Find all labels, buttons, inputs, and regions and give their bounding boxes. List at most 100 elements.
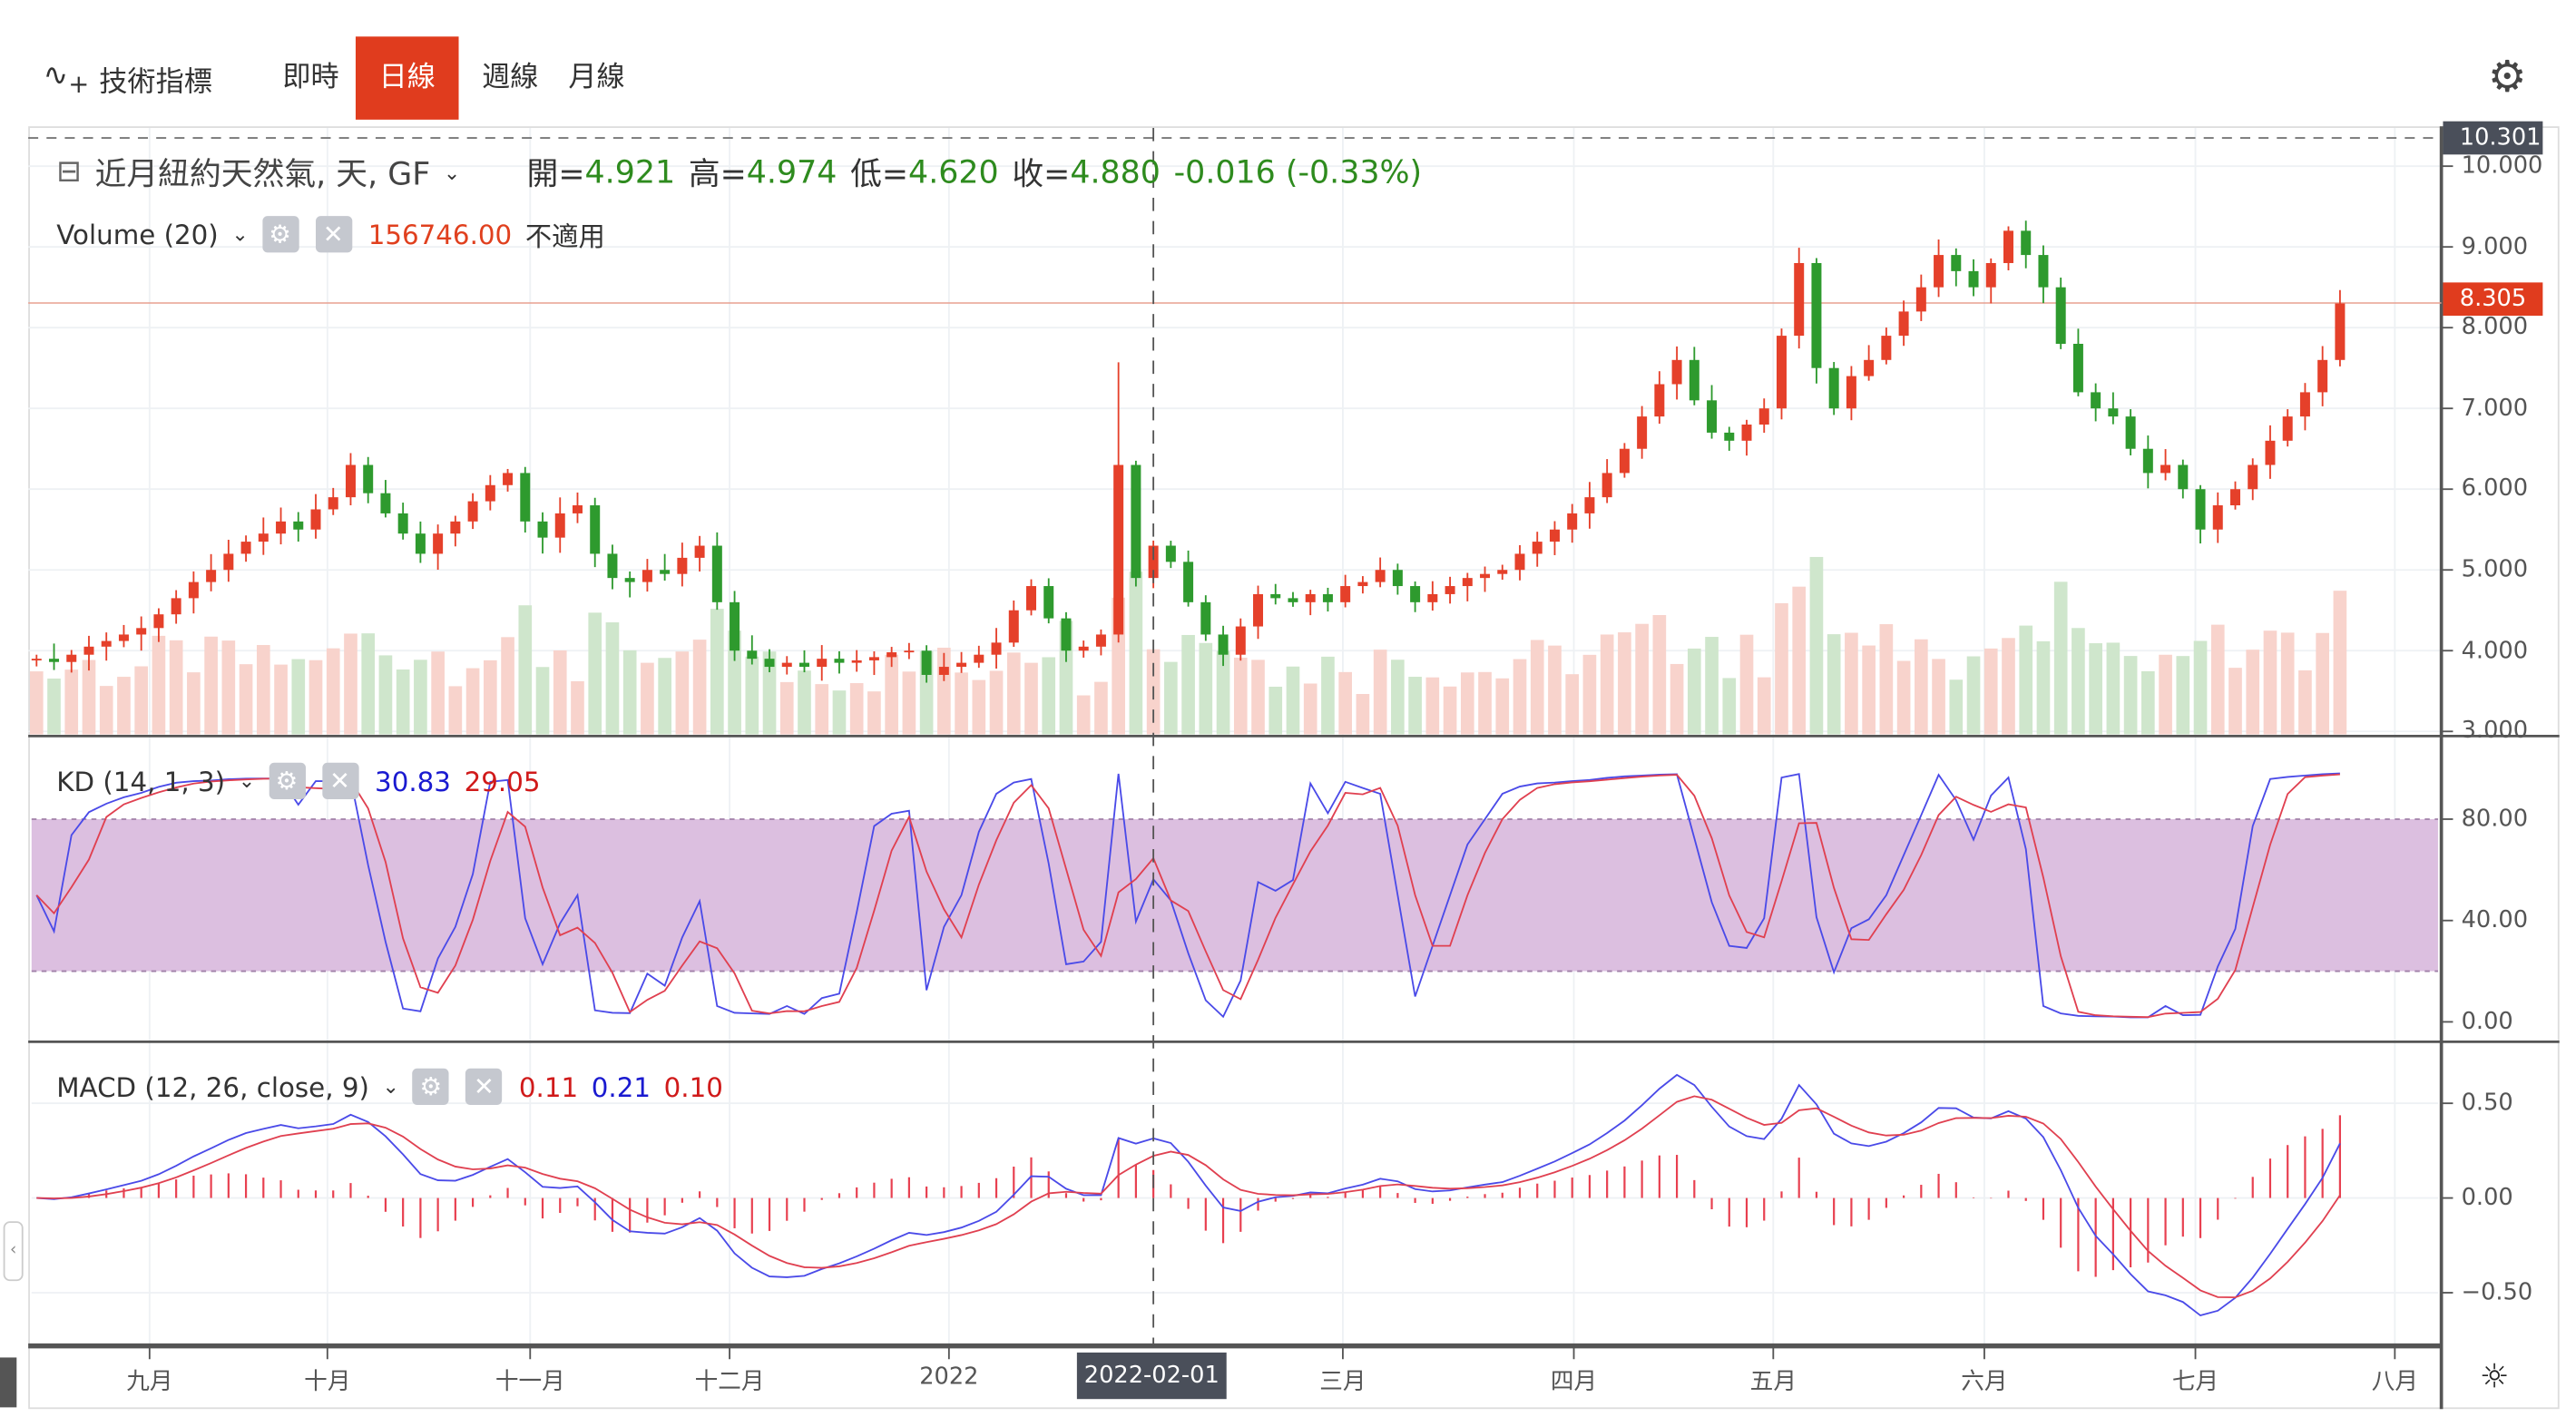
volume-bar bbox=[2159, 654, 2172, 735]
tab-weekly[interactable]: 週線 bbox=[482, 61, 539, 95]
indicators-label: 技術指標 bbox=[99, 65, 212, 99]
kd-legend: KD (14, 1, 3) ⌄ ⚙ ✕ 30.83 29.05 bbox=[56, 762, 553, 799]
candle-body bbox=[503, 473, 514, 485]
candle-body bbox=[328, 497, 338, 510]
volume-remove-icon[interactable]: ✕ bbox=[315, 216, 352, 253]
candle-body bbox=[485, 484, 495, 502]
candle-body bbox=[2160, 464, 2171, 474]
scale-settings-icon[interactable]: ☼ bbox=[2479, 1355, 2510, 1396]
volume-bar bbox=[501, 637, 514, 735]
macd-settings-icon[interactable]: ⚙ bbox=[412, 1068, 449, 1106]
time-axis-label: 十二月 bbox=[694, 1369, 765, 1396]
volume-bar bbox=[1251, 660, 1265, 735]
volume-bar bbox=[2089, 643, 2102, 735]
volume-bar bbox=[152, 635, 166, 735]
candle-body bbox=[2265, 440, 2276, 465]
volume-bar bbox=[2298, 669, 2312, 735]
candle-body bbox=[1270, 593, 1281, 599]
main-legend: ⊟ 近月紐約天然氣, 天, GF ⌄ 開= 4.921 高= 4.974 低= 4.6… bbox=[56, 150, 1435, 194]
candle-body bbox=[31, 659, 42, 660]
symbol-selector[interactable]: 近月紐約天然氣, 天, GF bbox=[94, 156, 431, 193]
candle-body bbox=[1305, 593, 1316, 602]
volume-bar bbox=[204, 636, 218, 735]
volume-bar bbox=[1443, 686, 1457, 735]
volume-bar bbox=[47, 679, 61, 735]
candle-body bbox=[1375, 570, 1386, 582]
collapse-icon[interactable]: ⊟ bbox=[56, 154, 82, 190]
candle-body bbox=[904, 650, 915, 653]
candle-body bbox=[2248, 464, 2258, 490]
volume-value: 156746.00 bbox=[367, 218, 513, 250]
macd-remove-icon[interactable]: ✕ bbox=[465, 1068, 503, 1106]
volume-bar bbox=[169, 640, 183, 735]
volume-bar bbox=[779, 681, 794, 735]
candle-body bbox=[2003, 230, 2013, 263]
volume-bar bbox=[1233, 657, 1248, 735]
volume-bar bbox=[1600, 634, 1614, 735]
time-axis-label: 十月 bbox=[304, 1369, 351, 1396]
kd-d-line bbox=[35, 773, 2340, 1019]
candle-body bbox=[1078, 646, 1089, 651]
candle-body bbox=[2282, 416, 2293, 441]
settings-gear-icon[interactable]: ⚙ bbox=[2487, 53, 2527, 103]
price-axis-label: 9.000 bbox=[2461, 233, 2529, 260]
candle-body bbox=[433, 533, 444, 554]
volume-bar bbox=[396, 669, 410, 735]
volume-bar bbox=[2193, 640, 2208, 735]
tab-monthly[interactable]: 月線 bbox=[568, 61, 625, 95]
tab-intraday[interactable]: 即時 bbox=[282, 61, 339, 95]
candle-body bbox=[642, 570, 652, 582]
candle-body bbox=[1253, 593, 1264, 627]
candle-body bbox=[1532, 542, 1543, 554]
candle-body bbox=[711, 545, 722, 602]
candle-body bbox=[1567, 513, 1578, 530]
candle-body bbox=[572, 505, 583, 513]
time-axis-label: 三月 bbox=[1319, 1369, 1366, 1396]
candle-body bbox=[1357, 581, 1368, 587]
candle-body bbox=[1113, 464, 1124, 635]
volume-bar bbox=[29, 671, 44, 735]
volume-bar bbox=[1321, 656, 1335, 735]
collapse-sidebar-handle[interactable]: ‹ bbox=[3, 1221, 24, 1282]
macd-legend: MACD (12, 26, close, 9) ⌄ ⚙ ✕ 0.11 0.21 … bbox=[56, 1068, 736, 1106]
chevron-down-icon[interactable]: ⌄ bbox=[443, 160, 461, 184]
volume-bar bbox=[465, 668, 480, 735]
kd-settings-icon[interactable]: ⚙ bbox=[268, 762, 306, 799]
candle-body bbox=[136, 628, 147, 635]
candle-body bbox=[590, 505, 601, 554]
kd-axis-label: 80.00 bbox=[2461, 806, 2529, 833]
volume-bar bbox=[1548, 645, 1562, 735]
kd-remove-icon[interactable]: ✕ bbox=[321, 762, 358, 799]
candle-body bbox=[2038, 255, 2049, 288]
volume-bar bbox=[64, 669, 79, 735]
volume-bar bbox=[1862, 645, 1876, 735]
indicators-button[interactable]: ∿+ 技術指標 bbox=[44, 36, 212, 120]
chevron-down-icon[interactable]: ⌄ bbox=[382, 1075, 399, 1099]
volume-bar bbox=[1966, 656, 1981, 735]
volume-bar bbox=[1391, 660, 1405, 735]
volume-bar bbox=[1356, 694, 1370, 735]
candle-body bbox=[537, 521, 548, 538]
price-axis-label: 4.000 bbox=[2461, 637, 2529, 664]
volume-settings-icon[interactable]: ⚙ bbox=[261, 216, 299, 253]
candle-body bbox=[49, 659, 60, 662]
macd-indicator-label[interactable]: MACD (12, 26, close, 9) bbox=[56, 1070, 369, 1103]
candle-body bbox=[188, 581, 199, 599]
volume-indicator-label[interactable]: Volume (20) bbox=[56, 218, 219, 250]
kd-indicator-label[interactable]: KD (14, 1, 3) bbox=[56, 765, 226, 797]
crosshair-date-label: 2022-02-01 bbox=[1076, 1352, 1227, 1400]
volume-bar bbox=[2210, 624, 2225, 735]
volume-bar bbox=[518, 605, 533, 735]
chevron-down-icon[interactable]: ⌄ bbox=[238, 769, 256, 793]
volume-bar bbox=[361, 633, 376, 735]
chevron-down-icon[interactable]: ⌄ bbox=[231, 222, 249, 247]
volume-bar bbox=[2072, 628, 2085, 735]
candle-body bbox=[1689, 359, 1699, 401]
volume-bar bbox=[99, 686, 113, 735]
tab-daily[interactable]: 日線 bbox=[355, 36, 459, 120]
volume-bar bbox=[134, 666, 149, 735]
volume-bar bbox=[641, 662, 654, 735]
volume-bar bbox=[309, 660, 323, 735]
candle-body bbox=[624, 578, 635, 582]
